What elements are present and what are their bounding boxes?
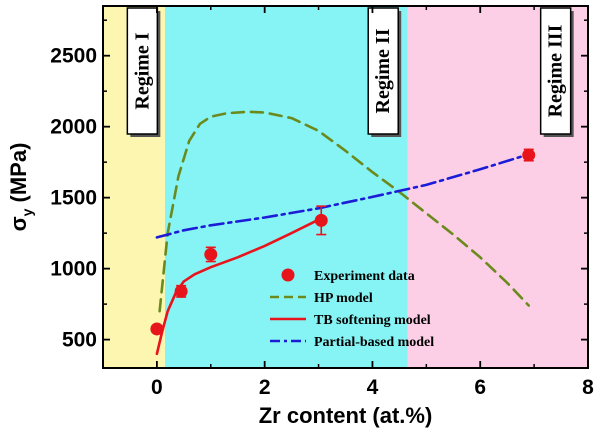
regime-text: Regime III <box>545 24 567 117</box>
legend-item-partial-based-model: Partial-based model <box>270 335 434 350</box>
legend-label: Partial-based model <box>314 335 434 350</box>
data-point-1 <box>150 322 164 336</box>
legend-label: TB softening model <box>314 313 431 328</box>
legend-label: HP model <box>314 291 373 306</box>
x-tick-label: 8 <box>582 376 594 399</box>
legend-label: Experiment data <box>314 269 415 284</box>
regions-layer <box>103 6 588 368</box>
data-point-4 <box>314 205 328 236</box>
series-line-tb-softening-model <box>155 218 320 356</box>
y-axis-subscript: y <box>19 208 35 216</box>
x-tick-label: 0 <box>151 376 163 399</box>
x-tick-label: 4 <box>367 376 379 399</box>
data-point-5 <box>522 148 536 162</box>
series-line-partial-based-model <box>155 153 530 239</box>
region-regime-ii <box>164 6 408 368</box>
y-tick-label: 1000 <box>50 258 97 281</box>
series-line-hp-model <box>158 110 530 313</box>
y-axis-unit: (MPa) <box>6 143 31 209</box>
regime-label-regime-iii: Regime III <box>539 7 574 137</box>
legend-layer: Experiment data HP model TB softening mode… <box>270 268 434 350</box>
data-marker <box>204 247 218 261</box>
axes-layer: 0 2 4 6 8 500 1000 1500 2000 2500 <box>50 6 594 399</box>
legend-item-experiment-data: Experiment data <box>281 268 415 284</box>
data-marker <box>314 213 328 227</box>
regime-text: Regime II <box>372 28 394 113</box>
data-marker <box>174 284 188 298</box>
x-tick-label: 6 <box>474 376 486 399</box>
regime-labels-layer: Regime I Regime II Regime III <box>126 7 574 137</box>
y-axis-title: σy (MPa) <box>6 143 35 232</box>
legend-item-hp-model: HP model <box>270 291 373 306</box>
plot-frame <box>102 5 589 369</box>
regime-box <box>367 7 399 135</box>
x-tick-label: 2 <box>259 376 271 399</box>
data-marker <box>522 148 536 162</box>
data-point-2 <box>174 284 188 298</box>
regime-box <box>126 7 159 135</box>
markers-layer <box>150 148 536 336</box>
regime-text: Regime I <box>131 32 153 109</box>
y-axis-symbol: σ <box>6 216 31 231</box>
x-axis-title: Zr content (at.%) <box>259 403 433 428</box>
y-tick-label: 1500 <box>50 187 97 210</box>
legend-marker <box>281 268 295 282</box>
series-layer <box>155 110 530 356</box>
regime-box <box>539 7 572 135</box>
y-tick-label: 500 <box>62 329 97 352</box>
regime-label-regime-i: Regime I <box>126 7 161 137</box>
data-point-3 <box>204 246 218 263</box>
y-tick-label: 2500 <box>50 45 97 68</box>
regime-label-regime-ii: Regime II <box>367 7 402 137</box>
legend-item-tb-softening-model: TB softening model <box>270 313 431 328</box>
y-tick-label: 2000 <box>50 116 97 139</box>
data-marker <box>150 322 164 336</box>
